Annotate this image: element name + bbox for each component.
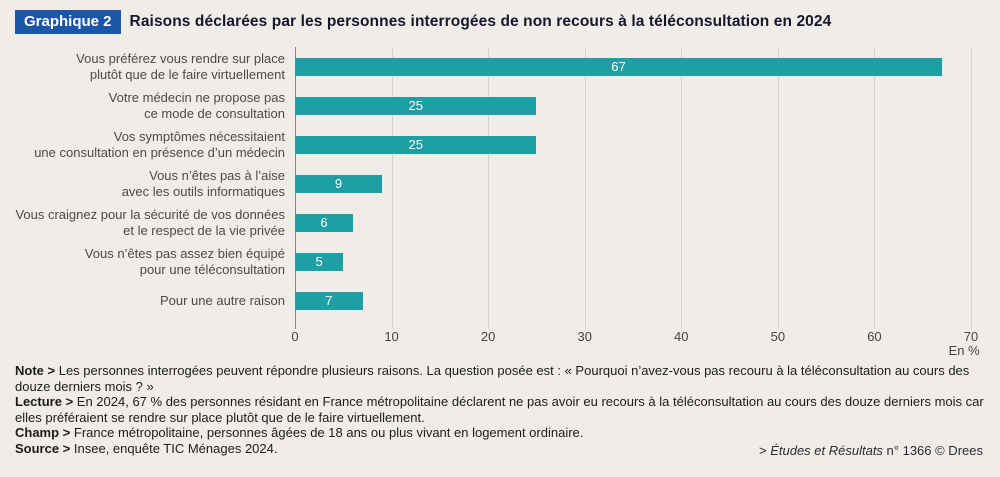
bar: 25 xyxy=(295,96,537,115)
category-label-line: Vos symptômes nécessitaient xyxy=(113,129,285,145)
category-label-line: Votre médecin ne propose pas xyxy=(108,90,285,106)
gridline xyxy=(584,47,586,329)
footnotes: Note > Les personnes interrogées peuvent… xyxy=(15,363,985,456)
bar: 25 xyxy=(295,135,537,154)
category-label-line: plutôt que de le faire virtuellement xyxy=(89,66,285,82)
figure-title: Raisons déclarées par les personnes inte… xyxy=(129,13,832,30)
x-tick-label: 0 xyxy=(291,329,299,344)
note-text: Les personnes interrogées peuvent répond… xyxy=(15,363,970,394)
note-line: Champ > France métropolitaine, personnes… xyxy=(15,425,985,441)
category-label: Vos symptômes nécessitaient une consulta… xyxy=(15,125,295,164)
note-keyword: Source > xyxy=(15,440,71,456)
bar-value-label: 6 xyxy=(320,214,328,230)
gridline xyxy=(391,47,393,329)
category-label: Pour une autre raison xyxy=(15,281,295,320)
note-text: Insee, enquête TIC Ménages 2024. xyxy=(73,440,278,456)
x-axis: 0 10 20 30 40 50 60 70 En % xyxy=(291,329,979,359)
gridline xyxy=(777,47,779,329)
category-label-line: une consultation en présence d’un médeci… xyxy=(34,144,285,160)
bar-value-label: 5 xyxy=(315,253,323,269)
category-label-line: Vous craignez pour la sécurité de vos do… xyxy=(15,207,285,223)
category-label-line: Vous préférez vous rendre sur place xyxy=(76,51,285,67)
publication-credit: > Études et Résultats n° 1366 © Drees xyxy=(15,443,985,458)
note-text: En 2024, 67 % des personnes résidant en … xyxy=(15,394,984,425)
category-label-line: pour une téléconsultation xyxy=(139,261,285,277)
category-label-line: et le respect de la vie privée xyxy=(123,222,285,238)
bar: 7 xyxy=(295,291,363,310)
note-line: Note > Les personnes interrogées peuvent… xyxy=(15,363,985,394)
category-axis: Vous préférez vous rendre sur place plut… xyxy=(15,47,295,359)
category-label: Vous préférez vous rendre sur place plut… xyxy=(15,47,295,86)
credit-prefix: > xyxy=(758,443,771,458)
category-label-line: Vous n’êtes pas à l’aise xyxy=(149,168,285,184)
note-keyword: Lecture > xyxy=(15,394,74,409)
bar: 67 xyxy=(295,57,943,76)
x-tick-label: 50 xyxy=(770,329,786,344)
credit-journal-name: Études et Résultats xyxy=(770,443,883,458)
bar: 5 xyxy=(295,252,344,271)
figure-badge: Graphique 2 xyxy=(15,10,121,34)
gridline xyxy=(874,47,876,329)
category-label-line: Vous n’êtes pas assez bien équipé xyxy=(84,246,285,262)
plot-area: 67 25 25 9 6 5 7 0 10 20 30 40 50 60 70 … xyxy=(291,47,985,359)
credit-issue: n° 1366 © Drees xyxy=(882,443,983,458)
category-label: Vous n’êtes pas assez bien équipé pour u… xyxy=(15,242,295,281)
gridline xyxy=(488,47,490,329)
bar-value-label: 7 xyxy=(325,292,333,308)
figure-header: Graphique 2 Raisons déclarées par les pe… xyxy=(15,10,985,34)
note-text: France métropolitaine, personnes âgées d… xyxy=(73,425,584,440)
x-tick-label: 20 xyxy=(480,329,496,344)
x-tick-label: 40 xyxy=(674,329,689,344)
bar-value-label: 9 xyxy=(334,175,343,191)
x-tick-label: 10 xyxy=(384,329,399,344)
bar-value-label: 25 xyxy=(408,136,423,152)
bar: 6 xyxy=(295,213,353,232)
category-label-line: ce mode de consultation xyxy=(144,105,285,121)
note-line: Lecture > En 2024, 67 % des personnes ré… xyxy=(15,394,985,425)
gridline xyxy=(681,47,683,329)
bar-chart: Vous préférez vous rendre sur place plut… xyxy=(15,47,985,359)
category-label: Votre médecin ne propose pas ce mode de … xyxy=(15,86,295,125)
category-label-line: avec les outils informatiques xyxy=(121,183,285,199)
note-keyword: Champ > xyxy=(15,425,71,440)
note-keyword: Note > xyxy=(15,363,56,378)
category-label: Vous craignez pour la sécurité de vos do… xyxy=(15,203,295,242)
bar-value-label: 25 xyxy=(408,97,423,113)
category-label: Vous n’êtes pas à l’aise avec les outils… xyxy=(15,164,295,203)
category-label-line: Pour une autre raison xyxy=(159,292,285,308)
axis-unit-label: En % xyxy=(948,343,980,358)
gridline xyxy=(971,47,972,329)
x-tick-label: 70 xyxy=(963,329,979,344)
x-tick-label: 30 xyxy=(577,329,592,344)
bar: 9 xyxy=(295,174,382,193)
bar-value-label: 67 xyxy=(611,58,626,74)
note-line: Source > Insee, enquête TIC Ménages 2024… xyxy=(15,441,985,457)
x-tick-label: 60 xyxy=(867,329,882,344)
